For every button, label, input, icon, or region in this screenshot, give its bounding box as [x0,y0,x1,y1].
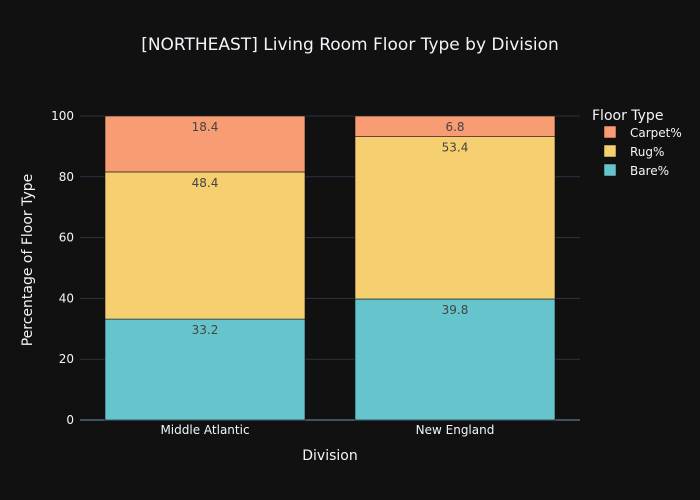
y-tick-label: 20 [59,352,74,366]
legend-item: Carpet% [630,126,682,140]
bar-segment [354,298,556,421]
bar-segment [104,171,306,320]
bar-segment [104,115,306,173]
y-tick-label: 40 [59,291,74,305]
legend-item: Rug% [630,145,664,159]
y-tick-label: 0 [66,413,74,427]
y-axis: 0 20 40 60 80 100 [51,109,74,427]
bar-segment [354,136,556,300]
legend: Floor Type Carpet% Rug% Bare% [592,108,682,178]
legend-swatch [603,144,617,158]
x-axis: Middle Atlantic New England [160,423,494,437]
y-axis-title: Percentage of Floor Type [20,174,36,347]
x-tick-label: New England [416,423,495,437]
chart-title: [NORTHEAST] Living Room Floor Type by Di… [141,35,559,55]
data-label: 39.8 [442,303,469,317]
legend-item: Bare% [630,164,669,178]
y-tick-label: 100 [51,109,74,123]
data-labels: 33.2 48.4 18.4 39.8 53.4 6.8 [192,120,469,337]
legend-title: Floor Type [592,108,663,124]
data-label: 53.4 [442,141,469,155]
data-label: 48.4 [192,176,219,190]
y-tick-label: 80 [59,170,74,184]
bar-segment [104,318,306,421]
x-tick-label: Middle Atlantic [160,423,249,437]
x-axis-title: Division [302,448,357,464]
legend-swatch [603,125,617,139]
data-label: 18.4 [192,120,219,134]
data-label: 6.8 [445,120,464,134]
bar-segment [354,115,556,137]
data-label: 33.2 [192,323,219,337]
y-tick-label: 60 [59,231,74,245]
bars [104,115,556,421]
legend-swatch [603,163,617,177]
